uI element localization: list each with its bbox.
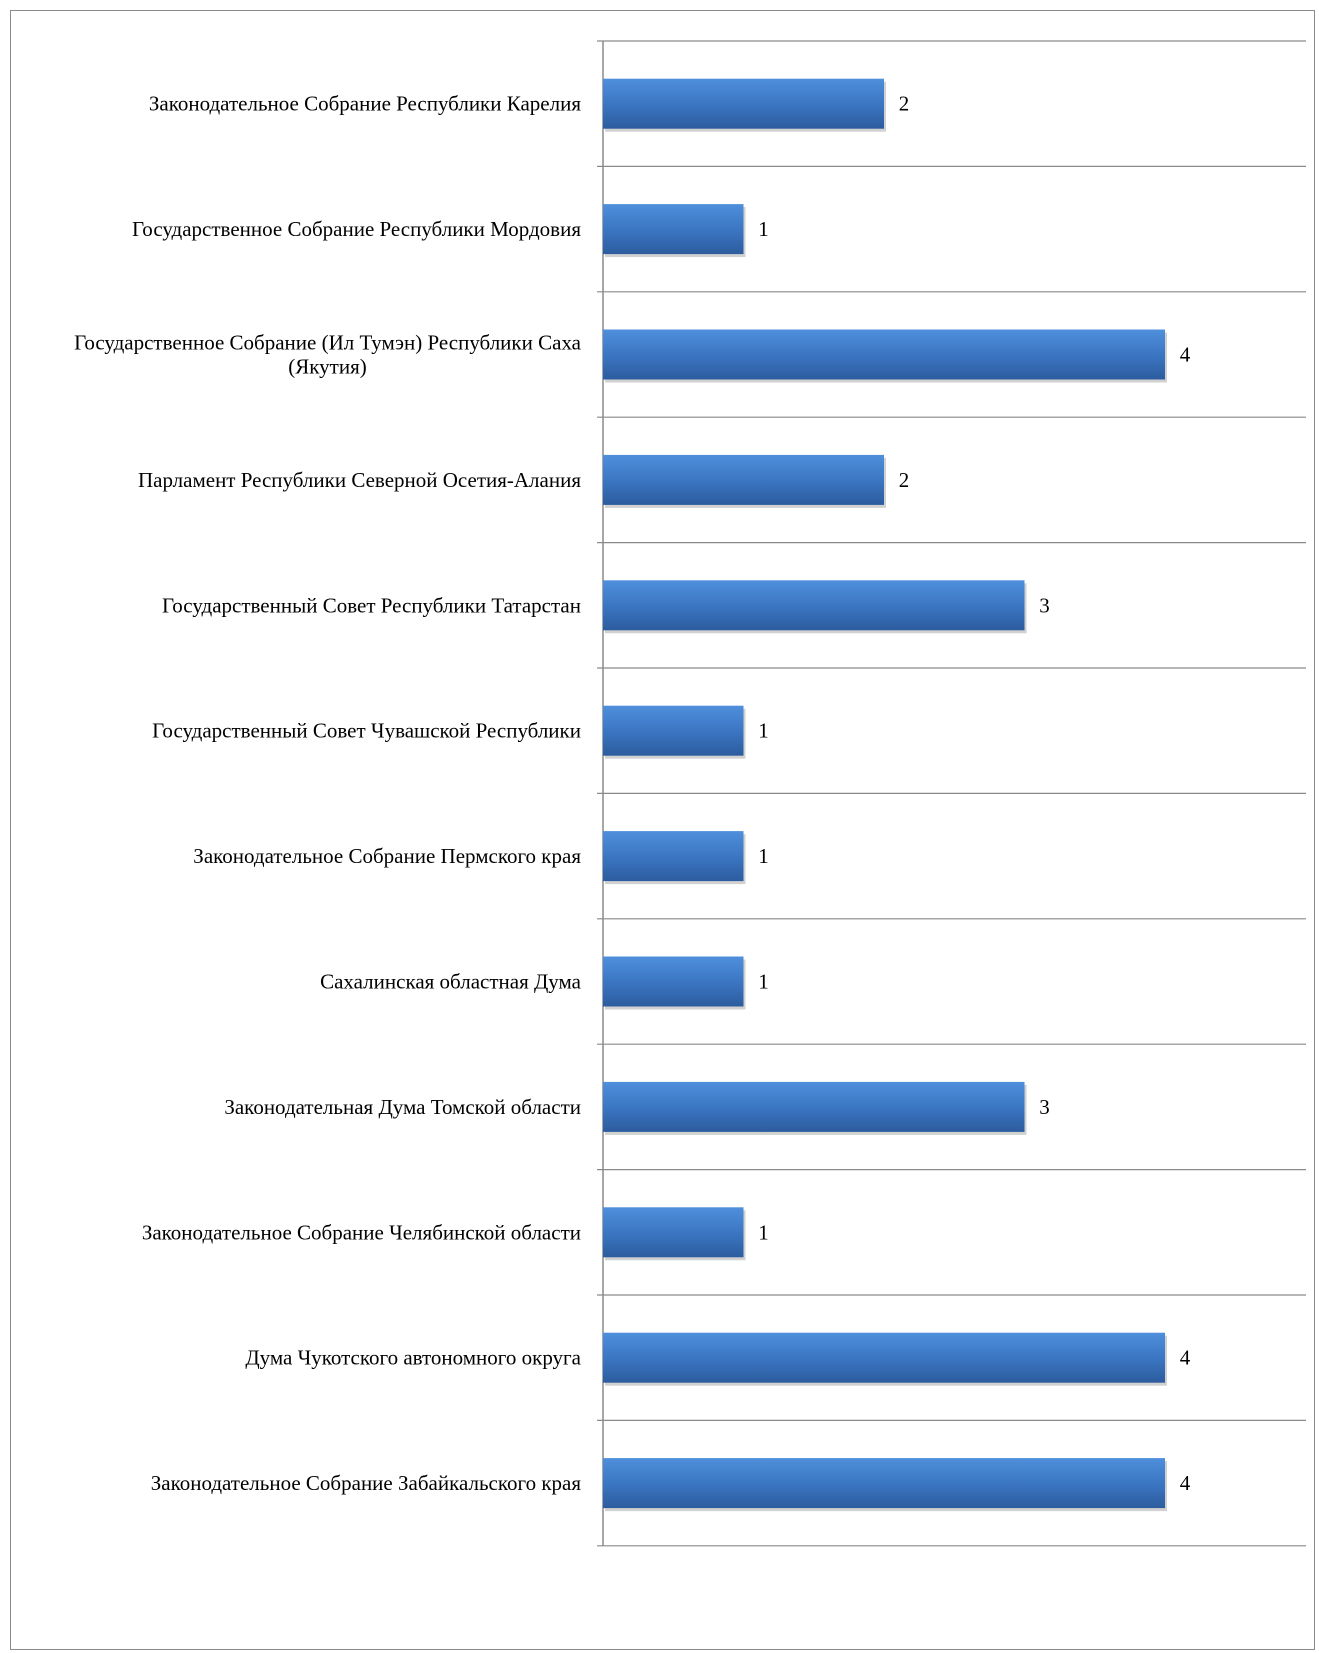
category-label: Законодательное Собрание Республики Каре… <box>149 92 581 116</box>
data-label: 3 <box>1039 593 1050 617</box>
bar <box>603 454 884 505</box>
category-label: Государственное Собрание (Ил Тумэн) Респ… <box>74 331 582 379</box>
category-label: Парламент Республики Северной Осетия-Ала… <box>138 468 581 492</box>
bar-chart: Законодательное Собрание Республики Каре… <box>74 40 1306 1547</box>
data-label: 1 <box>758 719 769 743</box>
data-label: 1 <box>758 1220 769 1244</box>
bar <box>603 1207 744 1258</box>
category-label: Государственный Совет Республики Татарст… <box>162 593 581 617</box>
category-label: Государственное Собрание Республики Морд… <box>132 217 581 241</box>
chart-frame: Законодательное Собрание Республики Каре… <box>10 10 1315 1650</box>
data-labels: 2 1 4 2 3 1 1 1 3 1 4 4 <box>758 92 1191 1495</box>
category-label: Государственный Совет Чувашской Республи… <box>152 719 581 743</box>
bar <box>603 831 744 882</box>
category-label: Сахалинская областная Дума <box>320 970 582 994</box>
data-label: 2 <box>899 468 910 492</box>
data-label: 1 <box>758 844 769 868</box>
bar <box>603 78 884 129</box>
data-label: 4 <box>1180 1471 1191 1495</box>
data-label: 1 <box>758 970 769 994</box>
data-label: 2 <box>899 92 910 116</box>
bars <box>603 78 1167 1512</box>
bar <box>603 204 744 255</box>
bar <box>603 705 744 756</box>
bar <box>603 1081 1025 1132</box>
category-label: Законодательная Дума Томской области <box>224 1095 581 1119</box>
data-label: 4 <box>1180 343 1191 367</box>
data-label: 4 <box>1180 1346 1191 1370</box>
bar <box>603 1458 1165 1509</box>
grid-lines <box>597 40 1306 1547</box>
bar <box>603 329 1165 380</box>
category-label: Законодательное Собрание Пермского края <box>193 844 581 868</box>
data-label: 3 <box>1039 1095 1050 1119</box>
bar <box>603 1332 1165 1383</box>
category-label: Дума Чукотского автономного округа <box>245 1346 581 1370</box>
data-label: 1 <box>758 217 769 241</box>
category-labels: Законодательное Собрание Республики Каре… <box>74 92 582 1495</box>
category-label: Законодательное Собрание Забайкальского … <box>151 1471 582 1495</box>
bar <box>603 580 1025 631</box>
category-label: Законодательное Собрание Челябинской обл… <box>142 1220 581 1244</box>
bar <box>603 956 744 1007</box>
